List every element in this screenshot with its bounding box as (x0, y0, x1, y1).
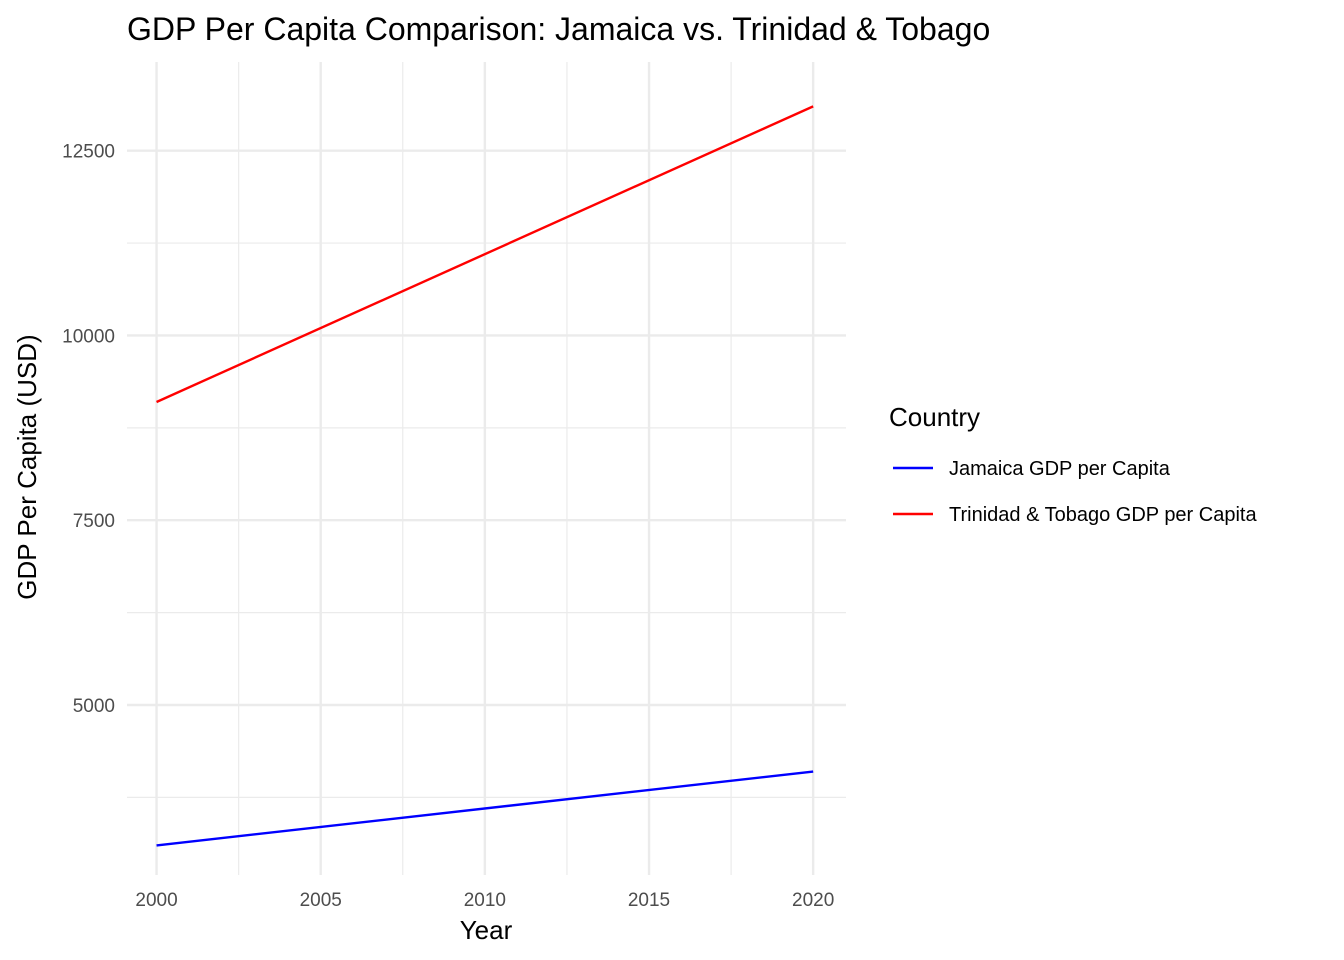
y-tick-label: 7500 (73, 511, 115, 532)
grid-major (127, 62, 846, 875)
x-axis-ticks: 2000 2005 2010 2015 2020 (135, 890, 834, 911)
y-axis-title: GDP Per Capita (USD) (12, 334, 42, 599)
y-tick-label: 5000 (73, 696, 115, 717)
y-tick-label: 10000 (62, 326, 115, 347)
plot-area (127, 62, 846, 875)
legend-label-1: Trinidad & Tobago GDP per Capita (949, 504, 1257, 526)
series-line-1 (156, 105, 814, 404)
legend-items: Jamaica GDP per Capita Trinidad & Tobago … (893, 458, 1257, 526)
legend-title: Country (889, 402, 980, 432)
x-axis-title: Year (460, 915, 513, 945)
x-tick-label: 2000 (135, 890, 177, 911)
series-lines (156, 105, 814, 847)
chart-title: GDP Per Capita Comparison: Jamaica vs. T… (127, 11, 990, 47)
series-line-0 (156, 770, 814, 847)
x-tick-label: 2010 (464, 890, 506, 911)
legend-label-0: Jamaica GDP per Capita (949, 458, 1171, 480)
x-tick-label: 2020 (792, 890, 834, 911)
y-tick-label: 12500 (62, 142, 115, 163)
legend: Country Jamaica GDP per Capita Trinidad &… (889, 402, 1257, 526)
grid-minor (127, 62, 846, 875)
y-axis-ticks: 5000 7500 10000 12500 (62, 142, 115, 717)
x-tick-label: 2015 (628, 890, 670, 911)
x-tick-label: 2005 (300, 890, 342, 911)
